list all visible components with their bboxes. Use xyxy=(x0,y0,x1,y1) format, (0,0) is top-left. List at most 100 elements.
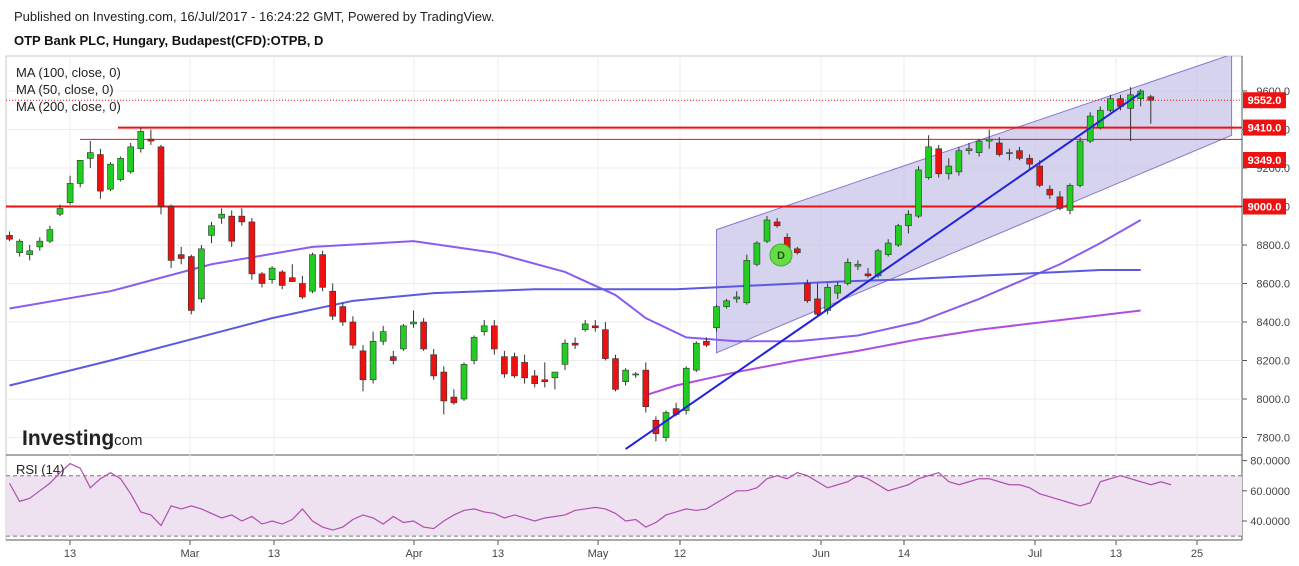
time-axis: 13 Mar 13 Apr 13 May 12 Jun 14 Jul 13 25 xyxy=(64,540,1203,560)
candlesticks xyxy=(6,87,1155,442)
time-tick-label: Mar xyxy=(181,548,200,560)
candle xyxy=(763,216,771,244)
candle xyxy=(1066,183,1074,215)
candle xyxy=(218,208,225,224)
candle xyxy=(147,129,155,145)
candle xyxy=(268,266,276,284)
price-tick-label: 7800.0 xyxy=(1256,433,1290,445)
candle xyxy=(450,389,458,405)
candle xyxy=(1076,137,1084,188)
price-tag: 9410.0 xyxy=(1243,119,1286,136)
svg-text:9410.0: 9410.0 xyxy=(1248,123,1282,135)
candle xyxy=(965,142,973,155)
rsi-tick-label: 80.0000 xyxy=(1250,456,1290,468)
candle xyxy=(995,137,1003,157)
candle xyxy=(410,310,417,328)
candle xyxy=(884,239,892,257)
candle xyxy=(844,258,852,286)
time-tick-label: 13 xyxy=(64,548,76,560)
rsi-axis: 40.0000 60.0000 80.0000 xyxy=(1242,456,1290,528)
candle xyxy=(571,337,579,349)
candle xyxy=(531,370,539,388)
trend-line xyxy=(625,92,1142,450)
candle xyxy=(87,141,94,168)
time-tick-label: 14 xyxy=(898,548,910,560)
candle xyxy=(188,254,195,315)
candle xyxy=(137,127,145,153)
candle xyxy=(874,248,882,278)
candle xyxy=(36,237,44,251)
candle xyxy=(420,318,427,351)
candle xyxy=(864,268,872,278)
price-tag: 9000.0 xyxy=(1243,198,1286,215)
price-tick-label: 8800.0 xyxy=(1256,240,1290,252)
candle xyxy=(632,372,640,378)
price-tags: 9552.0 9410.0 9349.0 9000.0 xyxy=(1243,92,1286,215)
candle xyxy=(167,204,175,269)
time-tick-label: 13 xyxy=(268,548,280,560)
time-tick-label: 25 xyxy=(1191,548,1203,560)
event-marker[interactable]: D xyxy=(769,243,793,267)
candle xyxy=(198,245,205,303)
instrument-title: OTP Bank PLC, Hungary, Budapest(CFD):OTP… xyxy=(14,33,324,48)
candle xyxy=(561,339,569,371)
svg-text:9349.0: 9349.0 xyxy=(1248,155,1282,167)
candle xyxy=(56,204,64,217)
candle xyxy=(753,241,761,267)
legend-ma100[interactable]: MA (100, close, 0) xyxy=(16,65,121,80)
price-tick-label: 8400.0 xyxy=(1256,317,1290,329)
candle xyxy=(925,135,932,180)
candle xyxy=(16,239,23,257)
candle xyxy=(935,144,943,178)
candle xyxy=(127,142,134,174)
time-tick-label: 13 xyxy=(492,548,504,560)
candle xyxy=(470,335,478,365)
candle xyxy=(329,283,337,321)
candle xyxy=(460,362,468,401)
candle xyxy=(490,320,498,355)
candle xyxy=(793,246,801,255)
candle xyxy=(1147,94,1155,124)
candle xyxy=(915,166,922,219)
candle xyxy=(985,129,993,149)
candle xyxy=(66,175,74,205)
candle xyxy=(97,148,104,199)
candle xyxy=(238,208,246,226)
candle xyxy=(248,218,256,280)
candle xyxy=(662,410,670,442)
horizontal-levels xyxy=(6,99,1242,208)
candle xyxy=(339,302,347,326)
candle xyxy=(773,218,781,228)
candle xyxy=(258,271,266,288)
candle xyxy=(369,331,377,384)
rsi-band xyxy=(6,475,1242,537)
time-tick-label: Jun xyxy=(812,548,830,560)
candle xyxy=(1026,154,1033,170)
legend-ma200[interactable]: MA (200, close, 0) xyxy=(16,99,121,114)
candle xyxy=(905,210,912,234)
candle xyxy=(157,144,165,215)
candle xyxy=(723,298,730,309)
candle xyxy=(541,362,549,388)
candle xyxy=(76,160,84,188)
rsi-panel xyxy=(6,462,1242,537)
candle xyxy=(854,260,862,271)
candle xyxy=(6,231,13,242)
candle xyxy=(379,325,387,346)
candle xyxy=(1006,148,1013,161)
candle xyxy=(975,139,983,157)
price-tick-label: 8200.0 xyxy=(1256,356,1290,368)
candle xyxy=(430,348,438,380)
rsi-legend[interactable]: RSI (14) xyxy=(16,462,64,477)
time-tick-label: Apr xyxy=(405,548,422,560)
candle xyxy=(834,281,842,299)
candle xyxy=(551,371,559,390)
legend-ma50[interactable]: MA (50, close, 0) xyxy=(16,82,114,97)
moving-averages xyxy=(9,219,1142,397)
candle xyxy=(278,270,286,290)
candle xyxy=(612,354,619,392)
candle xyxy=(288,264,296,282)
time-tick-label: 13 xyxy=(1110,548,1122,560)
candle xyxy=(117,156,124,182)
